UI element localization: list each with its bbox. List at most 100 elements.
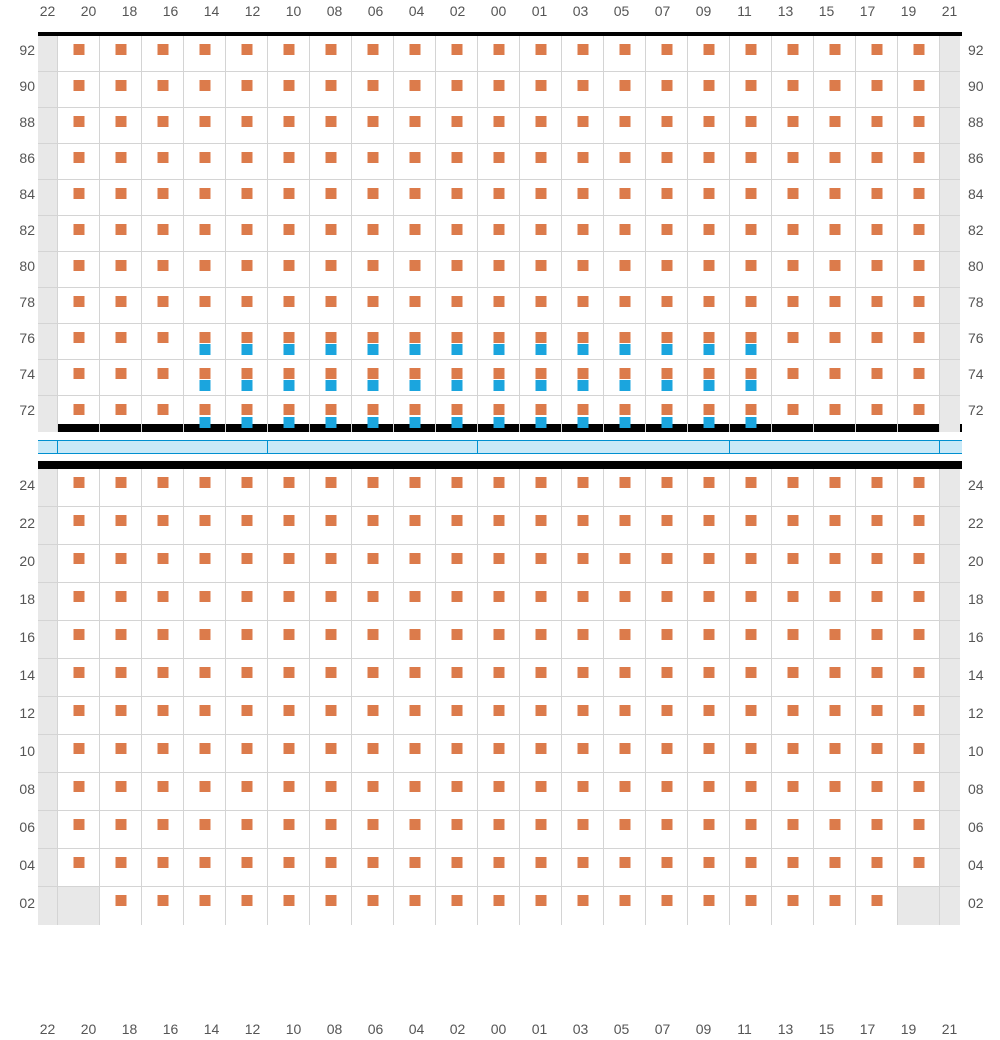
row-label: 06 bbox=[968, 819, 998, 835]
marker-blue bbox=[283, 417, 294, 428]
marker-orange bbox=[577, 80, 588, 91]
marker-orange bbox=[409, 705, 420, 716]
grid-cell bbox=[394, 288, 436, 324]
marker-orange bbox=[661, 629, 672, 640]
marker-orange bbox=[535, 553, 546, 564]
marker-orange bbox=[703, 80, 714, 91]
marker-orange bbox=[913, 591, 924, 602]
marker-orange bbox=[241, 80, 252, 91]
marker-blue bbox=[577, 380, 588, 391]
marker-orange bbox=[871, 44, 882, 55]
grid-cell bbox=[184, 396, 226, 432]
marker-blue bbox=[661, 417, 672, 428]
grid-cell bbox=[268, 252, 310, 288]
marker-orange bbox=[577, 332, 588, 343]
grid-cell bbox=[394, 507, 436, 545]
marker-orange bbox=[913, 629, 924, 640]
marker-orange bbox=[493, 116, 504, 127]
marker-orange bbox=[325, 743, 336, 754]
grid-cell bbox=[520, 621, 562, 659]
marker-orange bbox=[745, 743, 756, 754]
col-label: 09 bbox=[683, 1021, 724, 1037]
grid-cell bbox=[352, 659, 394, 697]
marker-orange bbox=[451, 332, 462, 343]
grid-cell bbox=[58, 507, 100, 545]
marker-orange bbox=[535, 404, 546, 415]
divider-segment bbox=[478, 441, 730, 453]
grid-cell bbox=[940, 180, 960, 216]
marker-orange bbox=[409, 260, 420, 271]
grid-cell bbox=[520, 252, 562, 288]
grid-cell bbox=[688, 324, 730, 360]
grid-cell bbox=[100, 659, 142, 697]
grid-cell bbox=[352, 144, 394, 180]
grid-cell bbox=[688, 469, 730, 507]
marker-orange bbox=[745, 857, 756, 868]
marker-orange bbox=[73, 857, 84, 868]
grid-cell bbox=[394, 36, 436, 72]
marker-orange bbox=[241, 591, 252, 602]
grid-cell bbox=[184, 697, 226, 735]
marker-orange bbox=[745, 477, 756, 488]
marker-orange bbox=[493, 332, 504, 343]
grid-cell bbox=[688, 849, 730, 887]
grid-cell bbox=[58, 288, 100, 324]
marker-orange bbox=[787, 224, 798, 235]
marker-orange bbox=[241, 404, 252, 415]
grid-cell bbox=[856, 735, 898, 773]
marker-orange bbox=[283, 743, 294, 754]
marker-orange bbox=[283, 515, 294, 526]
grid-cell bbox=[38, 507, 58, 545]
grid-cell bbox=[898, 396, 940, 432]
marker-orange bbox=[871, 591, 882, 602]
grid-cell bbox=[226, 144, 268, 180]
marker-orange bbox=[199, 591, 210, 602]
grid-cell bbox=[142, 36, 184, 72]
row-label: 14 bbox=[5, 667, 35, 683]
grid-cell bbox=[730, 545, 772, 583]
marker-orange bbox=[577, 188, 588, 199]
grid-cell bbox=[520, 324, 562, 360]
row-label: 92 bbox=[968, 42, 998, 58]
col-label: 03 bbox=[560, 3, 601, 19]
col-label: 05 bbox=[601, 3, 642, 19]
marker-blue bbox=[745, 380, 756, 391]
marker-orange bbox=[409, 819, 420, 830]
grid-cell bbox=[478, 360, 520, 396]
grid-cell bbox=[688, 144, 730, 180]
marker-orange bbox=[619, 857, 630, 868]
marker-orange bbox=[619, 188, 630, 199]
grid-cell bbox=[58, 773, 100, 811]
grid-cell bbox=[352, 108, 394, 144]
grid-cell bbox=[394, 773, 436, 811]
marker-orange bbox=[703, 895, 714, 906]
grid-cell bbox=[352, 583, 394, 621]
marker-blue bbox=[451, 380, 462, 391]
grid-cell bbox=[688, 621, 730, 659]
marker-orange bbox=[493, 895, 504, 906]
col-label: 12 bbox=[232, 3, 273, 19]
marker-orange bbox=[451, 152, 462, 163]
grid-cell bbox=[436, 144, 478, 180]
grid-cell bbox=[730, 583, 772, 621]
marker-orange bbox=[493, 477, 504, 488]
grid-cell bbox=[226, 811, 268, 849]
col-label: 11 bbox=[724, 3, 765, 19]
marker-orange bbox=[367, 332, 378, 343]
grid-cell bbox=[310, 697, 352, 735]
divider-bar bbox=[38, 440, 962, 454]
marker-orange bbox=[871, 629, 882, 640]
grid-cell bbox=[856, 324, 898, 360]
marker-orange bbox=[325, 515, 336, 526]
marker-orange bbox=[661, 80, 672, 91]
marker-orange bbox=[535, 332, 546, 343]
grid-cell bbox=[352, 811, 394, 849]
grid-cell bbox=[100, 252, 142, 288]
marker-orange bbox=[157, 80, 168, 91]
col-label: 00 bbox=[478, 1021, 519, 1037]
grid-cell bbox=[520, 811, 562, 849]
grid-cell bbox=[142, 583, 184, 621]
grid-cell bbox=[562, 324, 604, 360]
grid-cell bbox=[898, 180, 940, 216]
grid-cell bbox=[520, 180, 562, 216]
